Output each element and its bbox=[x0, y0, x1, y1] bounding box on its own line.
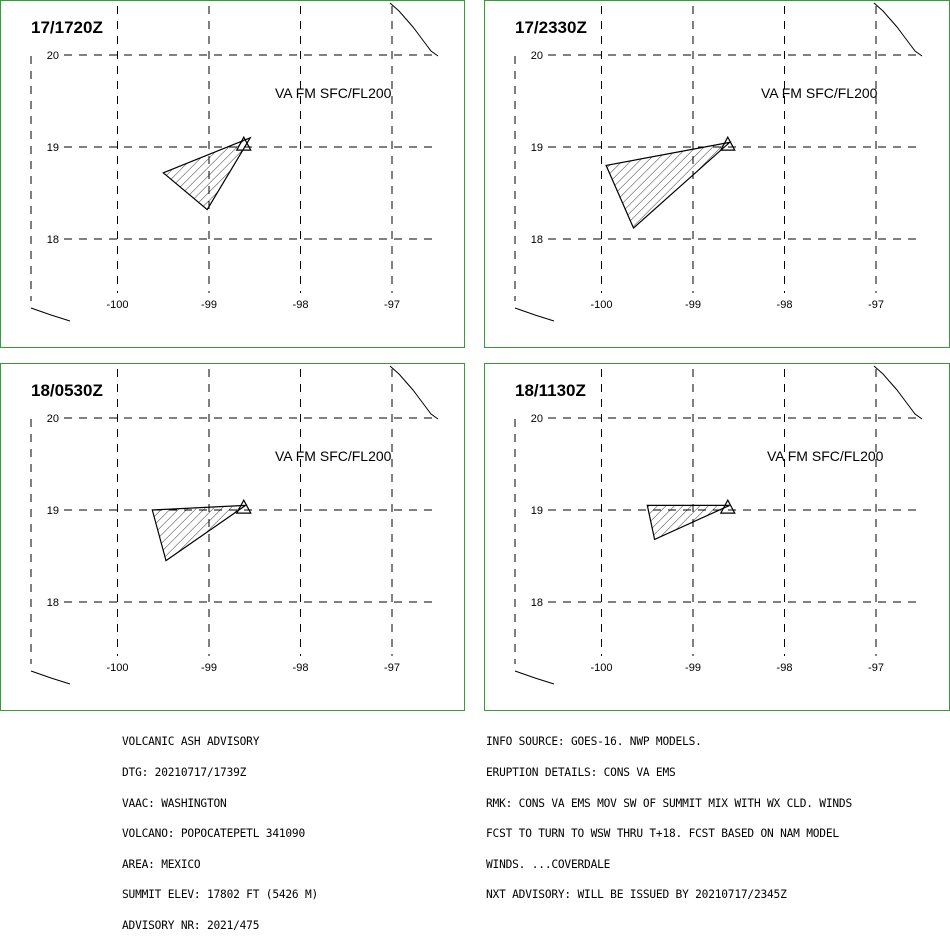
advisory-line: AREA: MEXICO bbox=[122, 857, 201, 871]
longitude-label: -99 bbox=[201, 662, 217, 674]
map-canvas: 20 19 18 -100 -99 -98 -97 bbox=[30, 365, 439, 685]
panel-time: 18/1130Z bbox=[515, 381, 586, 400]
latitude-label: 20 bbox=[47, 413, 59, 425]
latitude-label: 18 bbox=[531, 234, 543, 246]
forecast-panel-1: 20 19 18 -100 -99 -98 -97 17/1720Z VA FM SFC/F… bbox=[0, 0, 465, 348]
longitude-label: -99 bbox=[685, 299, 701, 311]
longitude-label: -98 bbox=[777, 662, 793, 674]
ash-cloud-area bbox=[605, 141, 732, 229]
longitude-label: -99 bbox=[685, 662, 701, 674]
latitude-label: 19 bbox=[47, 142, 59, 154]
advisory-line: DTG: 20210717/1739Z bbox=[122, 766, 247, 779]
ash-cloud-area bbox=[646, 504, 730, 541]
advisory-line: ADVISORY NR: 2021/475 bbox=[122, 918, 260, 932]
advisory-line: VAAC: WASHINGTON bbox=[122, 796, 227, 810]
coastline bbox=[873, 365, 923, 420]
longitude-label: -97 bbox=[384, 662, 400, 674]
longitude-label: -100 bbox=[106, 299, 128, 311]
latitude-label: 19 bbox=[531, 142, 543, 154]
advisory-line: WINDS. ...COVERDALE bbox=[486, 857, 611, 871]
latitude-label: 19 bbox=[531, 505, 543, 517]
panel-level-label: VA FM SFC/FL200 bbox=[767, 448, 884, 464]
volcano-icon bbox=[719, 498, 736, 514]
latitude-label: 20 bbox=[531, 413, 543, 425]
volcano-icon bbox=[719, 135, 736, 151]
panel-time: 17/2330Z bbox=[515, 18, 587, 37]
coastline bbox=[514, 307, 555, 322]
panel-time: 18/0530Z bbox=[31, 381, 103, 400]
forecast-panel-4: 20 19 18 -100 -99 -98 -97 18/1130Z VA FM SFC/F… bbox=[484, 363, 950, 711]
advisory-line: FCST TO TURN TO WSW THRU T+18. FCST BASE… bbox=[486, 827, 839, 841]
latitude-label: 19 bbox=[47, 505, 59, 517]
advisory-info-left: VOLCANIC ASH ADVISORY DTG: 20210717/1739… bbox=[122, 717, 318, 941]
volcano-icon bbox=[235, 135, 252, 151]
latitude-label: 20 bbox=[47, 50, 59, 62]
map-canvas: 20 19 18 -100 -99 -98 -97 bbox=[514, 365, 923, 685]
longitude-label: -100 bbox=[106, 662, 128, 674]
advisory-line: INFO SOURCE: GOES-16. NWP MODELS. bbox=[486, 735, 702, 749]
longitude-label: -100 bbox=[590, 662, 612, 674]
map-canvas: 20 19 18 -100 -99 -98 -97 bbox=[30, 2, 439, 322]
longitude-label: -97 bbox=[384, 299, 400, 311]
volcano-icon bbox=[235, 498, 252, 514]
longitude-label: -98 bbox=[293, 662, 309, 674]
coastline bbox=[514, 670, 555, 685]
advisory-line: ERUPTION DETAILS: CONS VA EMS bbox=[486, 766, 676, 779]
longitude-label: -99 bbox=[201, 299, 217, 311]
forecast-panel-2: 20 19 18 -100 -99 -98 -97 17/2330Z VA FM SFC/F… bbox=[484, 0, 950, 348]
coastline bbox=[389, 365, 439, 420]
forecast-panel-3: 20 19 18 -100 -99 -98 -97 18/0530Z VA FM SFC/F… bbox=[0, 363, 465, 711]
panel-level-label: VA FM SFC/FL200 bbox=[761, 85, 878, 101]
coastline bbox=[873, 2, 923, 57]
longitude-label: -97 bbox=[868, 662, 884, 674]
coastline bbox=[389, 2, 439, 57]
coastline bbox=[30, 307, 71, 322]
latitude-label: 18 bbox=[47, 234, 59, 246]
map-canvas: 20 19 18 -100 -99 -98 -97 bbox=[514, 2, 923, 322]
ash-cloud-area bbox=[162, 136, 252, 211]
latitude-label: 20 bbox=[531, 50, 543, 62]
latitude-label: 18 bbox=[47, 597, 59, 609]
coastline bbox=[30, 670, 71, 685]
advisory-info-right: INFO SOURCE: GOES-16. NWP MODELS. ERUPTI… bbox=[486, 717, 852, 911]
longitude-label: -98 bbox=[293, 299, 309, 311]
advisory-line: NXT ADVISORY: WILL BE ISSUED BY 20210717… bbox=[486, 888, 787, 902]
longitude-label: -97 bbox=[868, 299, 884, 311]
advisory-line: RMK: CONS VA EMS MOV SW OF SUMMIT MIX WI… bbox=[486, 796, 852, 810]
longitude-label: -100 bbox=[590, 299, 612, 311]
advisory-line: VOLCANO: POPOCATEPETL 341090 bbox=[122, 827, 305, 841]
panel-level-label: VA FM SFC/FL200 bbox=[275, 85, 392, 101]
advisory-line: VOLCANIC ASH ADVISORY bbox=[122, 735, 260, 749]
ash-cloud-area bbox=[151, 504, 248, 562]
latitude-label: 18 bbox=[531, 597, 543, 609]
advisory-line: SUMMIT ELEV: 17802 FT (5426 M) bbox=[122, 888, 319, 902]
panel-level-label: VA FM SFC/FL200 bbox=[275, 448, 392, 464]
longitude-label: -98 bbox=[777, 299, 793, 311]
panel-time: 17/1720Z bbox=[31, 18, 103, 37]
